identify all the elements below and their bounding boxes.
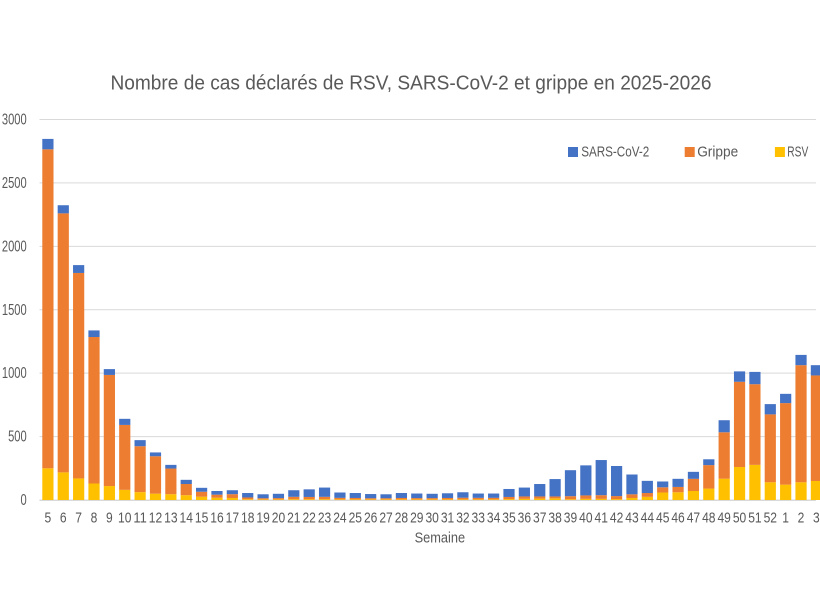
svg-text:41: 41 <box>595 510 608 527</box>
svg-text:26: 26 <box>364 510 377 527</box>
svg-text:2500: 2500 <box>2 175 27 192</box>
svg-text:Grippe: Grippe <box>697 144 738 161</box>
svg-text:3000: 3000 <box>2 112 27 129</box>
svg-text:7: 7 <box>75 510 82 527</box>
svg-text:32: 32 <box>456 510 469 527</box>
svg-text:39: 39 <box>564 510 577 527</box>
svg-text:49: 49 <box>717 510 730 527</box>
svg-text:500: 500 <box>8 429 27 446</box>
svg-text:SARS-CoV-2: SARS-CoV-2 <box>581 144 649 161</box>
svg-text:Semaine: Semaine <box>415 530 466 547</box>
svg-text:22: 22 <box>302 510 315 527</box>
svg-text:33: 33 <box>472 510 485 527</box>
svg-text:47: 47 <box>687 510 700 527</box>
svg-text:38: 38 <box>548 510 561 527</box>
svg-text:5: 5 <box>45 510 52 527</box>
svg-text:15: 15 <box>195 510 208 527</box>
svg-text:27: 27 <box>379 510 392 527</box>
svg-text:28: 28 <box>395 510 408 527</box>
svg-text:44: 44 <box>641 510 654 527</box>
svg-text:45: 45 <box>656 510 669 527</box>
svg-text:3: 3 <box>813 510 820 527</box>
svg-text:14: 14 <box>180 510 193 527</box>
svg-text:16: 16 <box>210 510 223 527</box>
svg-text:1500: 1500 <box>2 302 27 319</box>
svg-text:25: 25 <box>349 510 362 527</box>
svg-text:37: 37 <box>533 510 546 527</box>
svg-text:17: 17 <box>226 510 239 527</box>
svg-text:20: 20 <box>272 510 285 527</box>
svg-text:50: 50 <box>733 510 746 527</box>
svg-text:1000: 1000 <box>2 365 27 382</box>
svg-text:12: 12 <box>149 510 162 527</box>
svg-text:0: 0 <box>21 492 27 509</box>
svg-text:42: 42 <box>610 510 623 527</box>
svg-text:19: 19 <box>256 510 269 527</box>
svg-text:2000: 2000 <box>2 238 27 255</box>
svg-text:Nombre de cas déclarés de RSV,: Nombre de cas déclarés de RSV, SARS-CoV-… <box>111 73 712 95</box>
svg-text:11: 11 <box>133 510 146 527</box>
svg-text:RSV: RSV <box>787 144 808 161</box>
svg-text:43: 43 <box>625 510 638 527</box>
svg-text:1: 1 <box>782 510 789 527</box>
svg-text:2: 2 <box>798 510 805 527</box>
svg-text:34: 34 <box>487 510 500 527</box>
svg-text:46: 46 <box>671 510 684 527</box>
svg-text:24: 24 <box>333 510 346 527</box>
svg-text:52: 52 <box>764 510 777 527</box>
svg-text:51: 51 <box>748 510 761 527</box>
svg-text:36: 36 <box>518 510 531 527</box>
svg-text:30: 30 <box>425 510 438 527</box>
svg-text:21: 21 <box>287 510 300 527</box>
svg-text:8: 8 <box>91 510 98 527</box>
svg-text:40: 40 <box>579 510 592 527</box>
svg-text:10: 10 <box>118 510 131 527</box>
svg-text:18: 18 <box>241 510 254 527</box>
svg-text:48: 48 <box>702 510 715 527</box>
svg-text:6: 6 <box>60 510 67 527</box>
svg-text:9: 9 <box>106 510 113 527</box>
svg-text:29: 29 <box>410 510 423 527</box>
svg-text:31: 31 <box>441 510 454 527</box>
svg-text:13: 13 <box>164 510 177 527</box>
svg-text:23: 23 <box>318 510 331 527</box>
svg-text:35: 35 <box>502 510 515 527</box>
